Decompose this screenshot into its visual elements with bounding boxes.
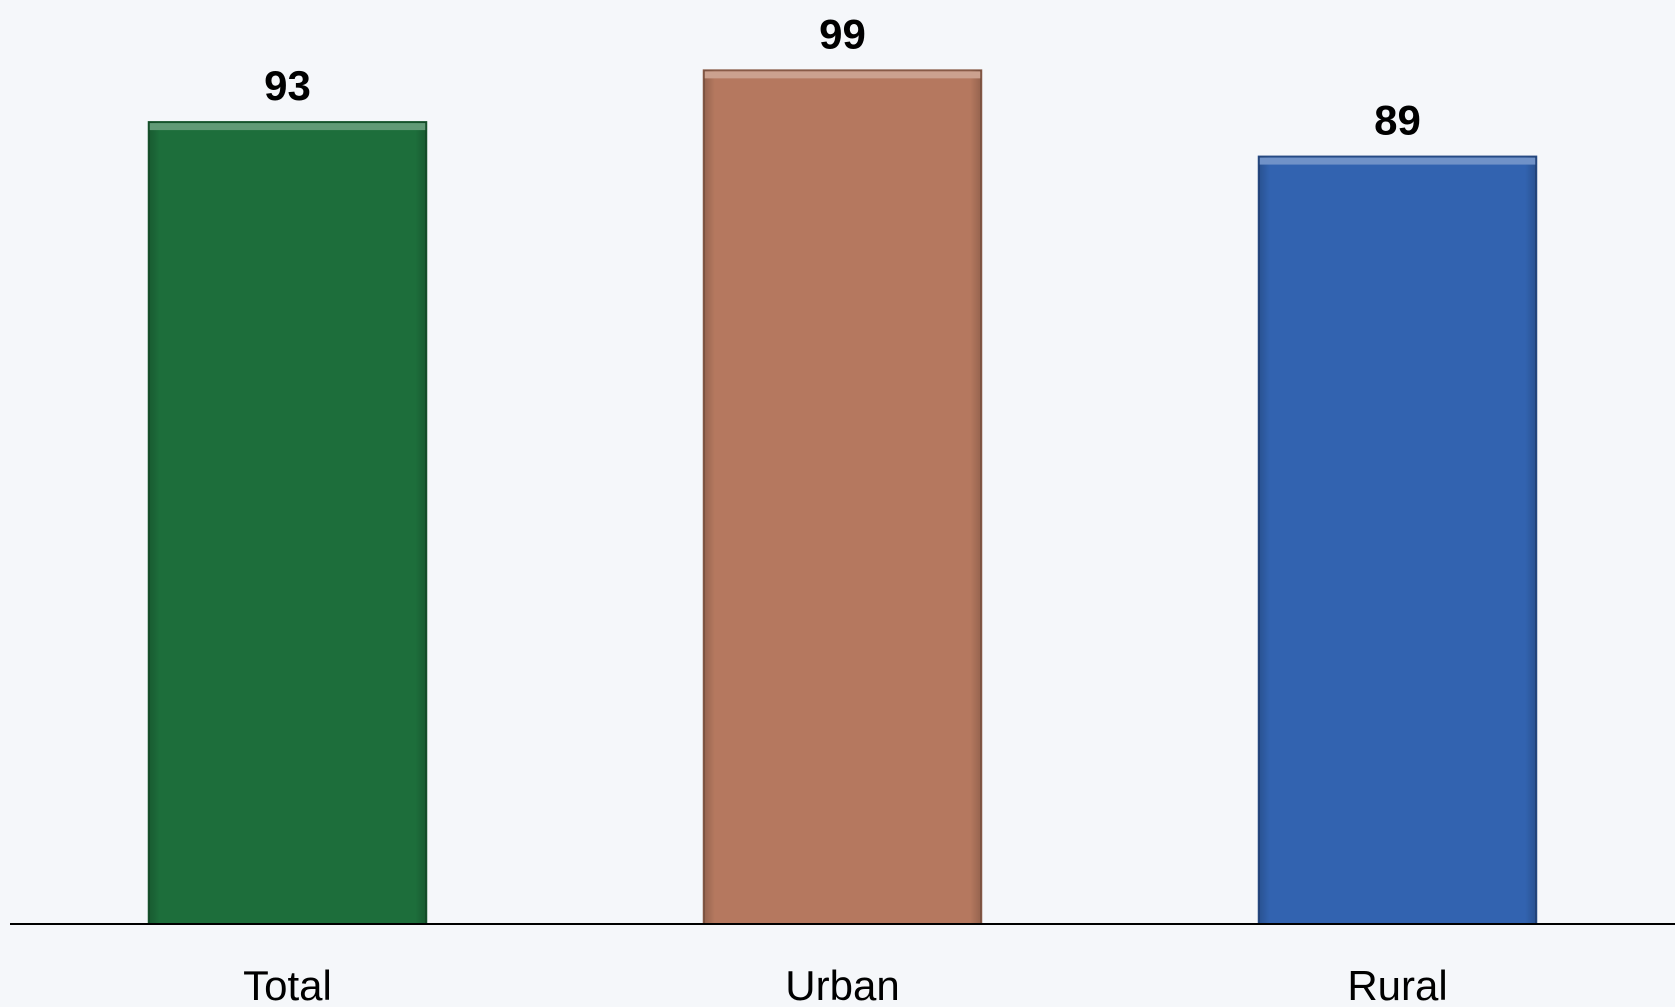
bar-top-bevel-total xyxy=(149,123,426,131)
category-label-rural: Rural xyxy=(1347,962,1447,1007)
value-labels-layer: 93 99 89 xyxy=(264,10,1421,143)
data-label-urban: 99 xyxy=(819,10,866,57)
bars-layer xyxy=(147,69,1538,925)
bar-bevel-urban xyxy=(703,70,982,924)
category-label-urban: Urban xyxy=(785,962,899,1007)
category-labels-layer: Total Urban Rural xyxy=(243,962,1448,1007)
bar-top-bevel-urban xyxy=(704,71,981,79)
data-label-total: 93 xyxy=(264,62,311,109)
data-label-rural: 89 xyxy=(1374,97,1421,144)
category-label-total: Total xyxy=(243,962,332,1007)
bar-top-bevel-rural xyxy=(1259,157,1536,165)
bar-bevel-rural xyxy=(1258,156,1537,924)
bar-bevel-total xyxy=(148,122,427,924)
